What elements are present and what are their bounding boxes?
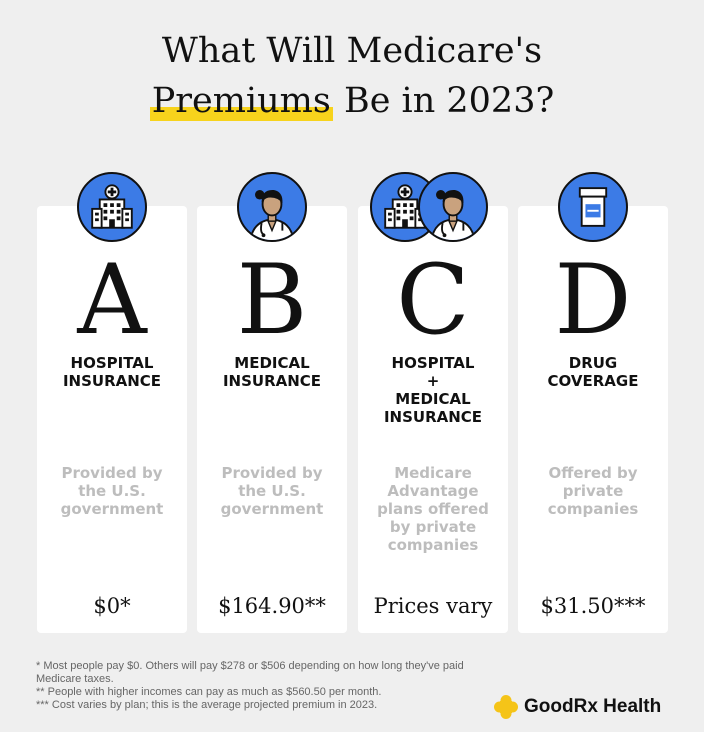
part-description: Offered by private companies: [547, 464, 639, 518]
heading-line: HOSPITAL: [391, 354, 475, 372]
doctor-icon: [418, 172, 488, 242]
part-price: $0*: [93, 594, 131, 618]
part-heading: MEDICAL INSURANCE: [197, 354, 347, 390]
footnote: ** People with higher incomes can pay as…: [36, 686, 382, 698]
title-rest: Be in 2023?: [343, 81, 555, 121]
logo-wordmark: GoodRx Health: [524, 696, 662, 717]
part-letter: B: [236, 244, 308, 356]
footnote: * Most people pay $0. Others will pay $2…: [36, 660, 464, 685]
heading-line: DRUG: [568, 354, 618, 372]
part-description: Provided by the U.S. government: [220, 464, 324, 518]
heading-line: HOSPITAL: [70, 354, 154, 372]
goodrx-health-logo: GoodRx Health: [494, 693, 661, 721]
heading-line: MEDICAL: [234, 354, 310, 372]
page-title: What Will Medicare's Premiums Be in 2023…: [0, 26, 704, 126]
title-line-2: Premiums Be in 2023?: [0, 76, 704, 126]
plus-icon: [494, 695, 518, 719]
heading-line: INSURANCE: [222, 372, 322, 390]
part-description: Medicare Advantage plans offered by priv…: [377, 464, 489, 554]
part-price: $31.50***: [540, 594, 646, 618]
card-part-b: B MEDICAL INSURANCE Provided by the U.S.…: [197, 172, 347, 633]
part-description: Provided by the U.S. government: [60, 464, 164, 518]
title-highlight: Premiums: [149, 81, 333, 121]
part-letter: D: [554, 244, 632, 356]
part-price: Prices vary: [373, 594, 493, 618]
footnote: *** Cost varies by plan; this is the ave…: [36, 699, 378, 711]
card-part-a: A HOSPITAL INSURANCE Provided by the U.S…: [37, 172, 187, 633]
title-line-1: What Will Medicare's: [161, 31, 543, 71]
part-price: $164.90**: [218, 594, 326, 618]
pill-bottle-icon: [558, 172, 628, 242]
part-letter: C: [396, 244, 470, 356]
heading-line: COVERAGE: [547, 372, 639, 390]
card-part-d: D DRUG COVERAGE Offered by private compa…: [518, 172, 668, 633]
doctor-icon: [237, 172, 307, 242]
heading-line: INSURANCE: [383, 408, 483, 426]
heading-line: INSURANCE: [62, 372, 162, 390]
heading-line: MEDICAL: [395, 390, 471, 408]
part-heading: DRUG COVERAGE: [518, 354, 668, 390]
card-part-c: C HOSPITAL + MEDICAL INSURANCE Medicare …: [358, 172, 508, 633]
footnotes: * Most people pay $0. Others will pay $2…: [36, 660, 496, 712]
heading-line: +: [426, 372, 440, 390]
part-letter: A: [77, 244, 147, 356]
part-heading: HOSPITAL + MEDICAL INSURANCE: [358, 354, 508, 426]
hospital-icon: [77, 172, 147, 242]
part-heading: HOSPITAL INSURANCE: [37, 354, 187, 390]
